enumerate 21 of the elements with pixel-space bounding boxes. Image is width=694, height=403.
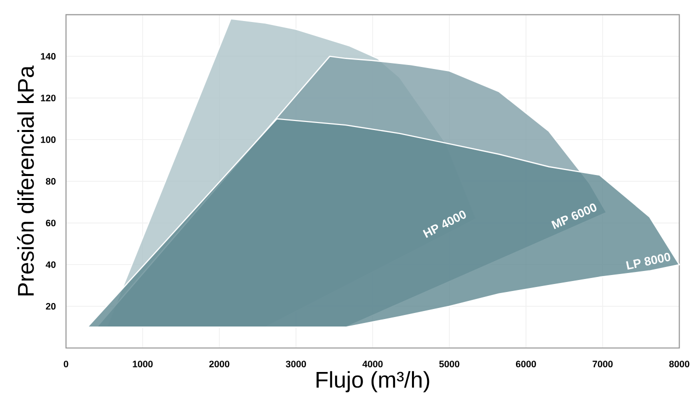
y-tick-label: 120 bbox=[40, 94, 56, 102]
y-tick-label: 40 bbox=[46, 261, 56, 268]
x-tick-label: 1000 bbox=[132, 360, 153, 368]
series-label: MP 6000 bbox=[551, 204, 596, 230]
y-tick-label: 60 bbox=[46, 220, 56, 226]
y-tick-label: 80 bbox=[46, 178, 56, 185]
x-axis-title: Flujo (m³/h) bbox=[316, 371, 430, 392]
x-tick-label: 5000 bbox=[439, 360, 460, 368]
y-tick-label: 140 bbox=[40, 53, 56, 60]
x-tick-label: 3000 bbox=[286, 360, 306, 368]
y-axis-title: Presión diferencial kPa bbox=[16, 65, 34, 296]
x-tick-label: 7000 bbox=[592, 360, 613, 368]
y-tick-label: 20 bbox=[46, 303, 56, 310]
x-tick-label: 2000 bbox=[209, 360, 230, 368]
y-tick-label: 100 bbox=[40, 136, 56, 143]
x-tick-label: 8000 bbox=[669, 360, 690, 368]
series-label: LP 8000 bbox=[626, 252, 670, 270]
x-tick-label: 0 bbox=[64, 360, 68, 368]
x-tick-label: 4000 bbox=[362, 360, 383, 368]
x-tick-label: 6000 bbox=[516, 360, 536, 368]
series-label: HP 4000 bbox=[422, 210, 466, 238]
